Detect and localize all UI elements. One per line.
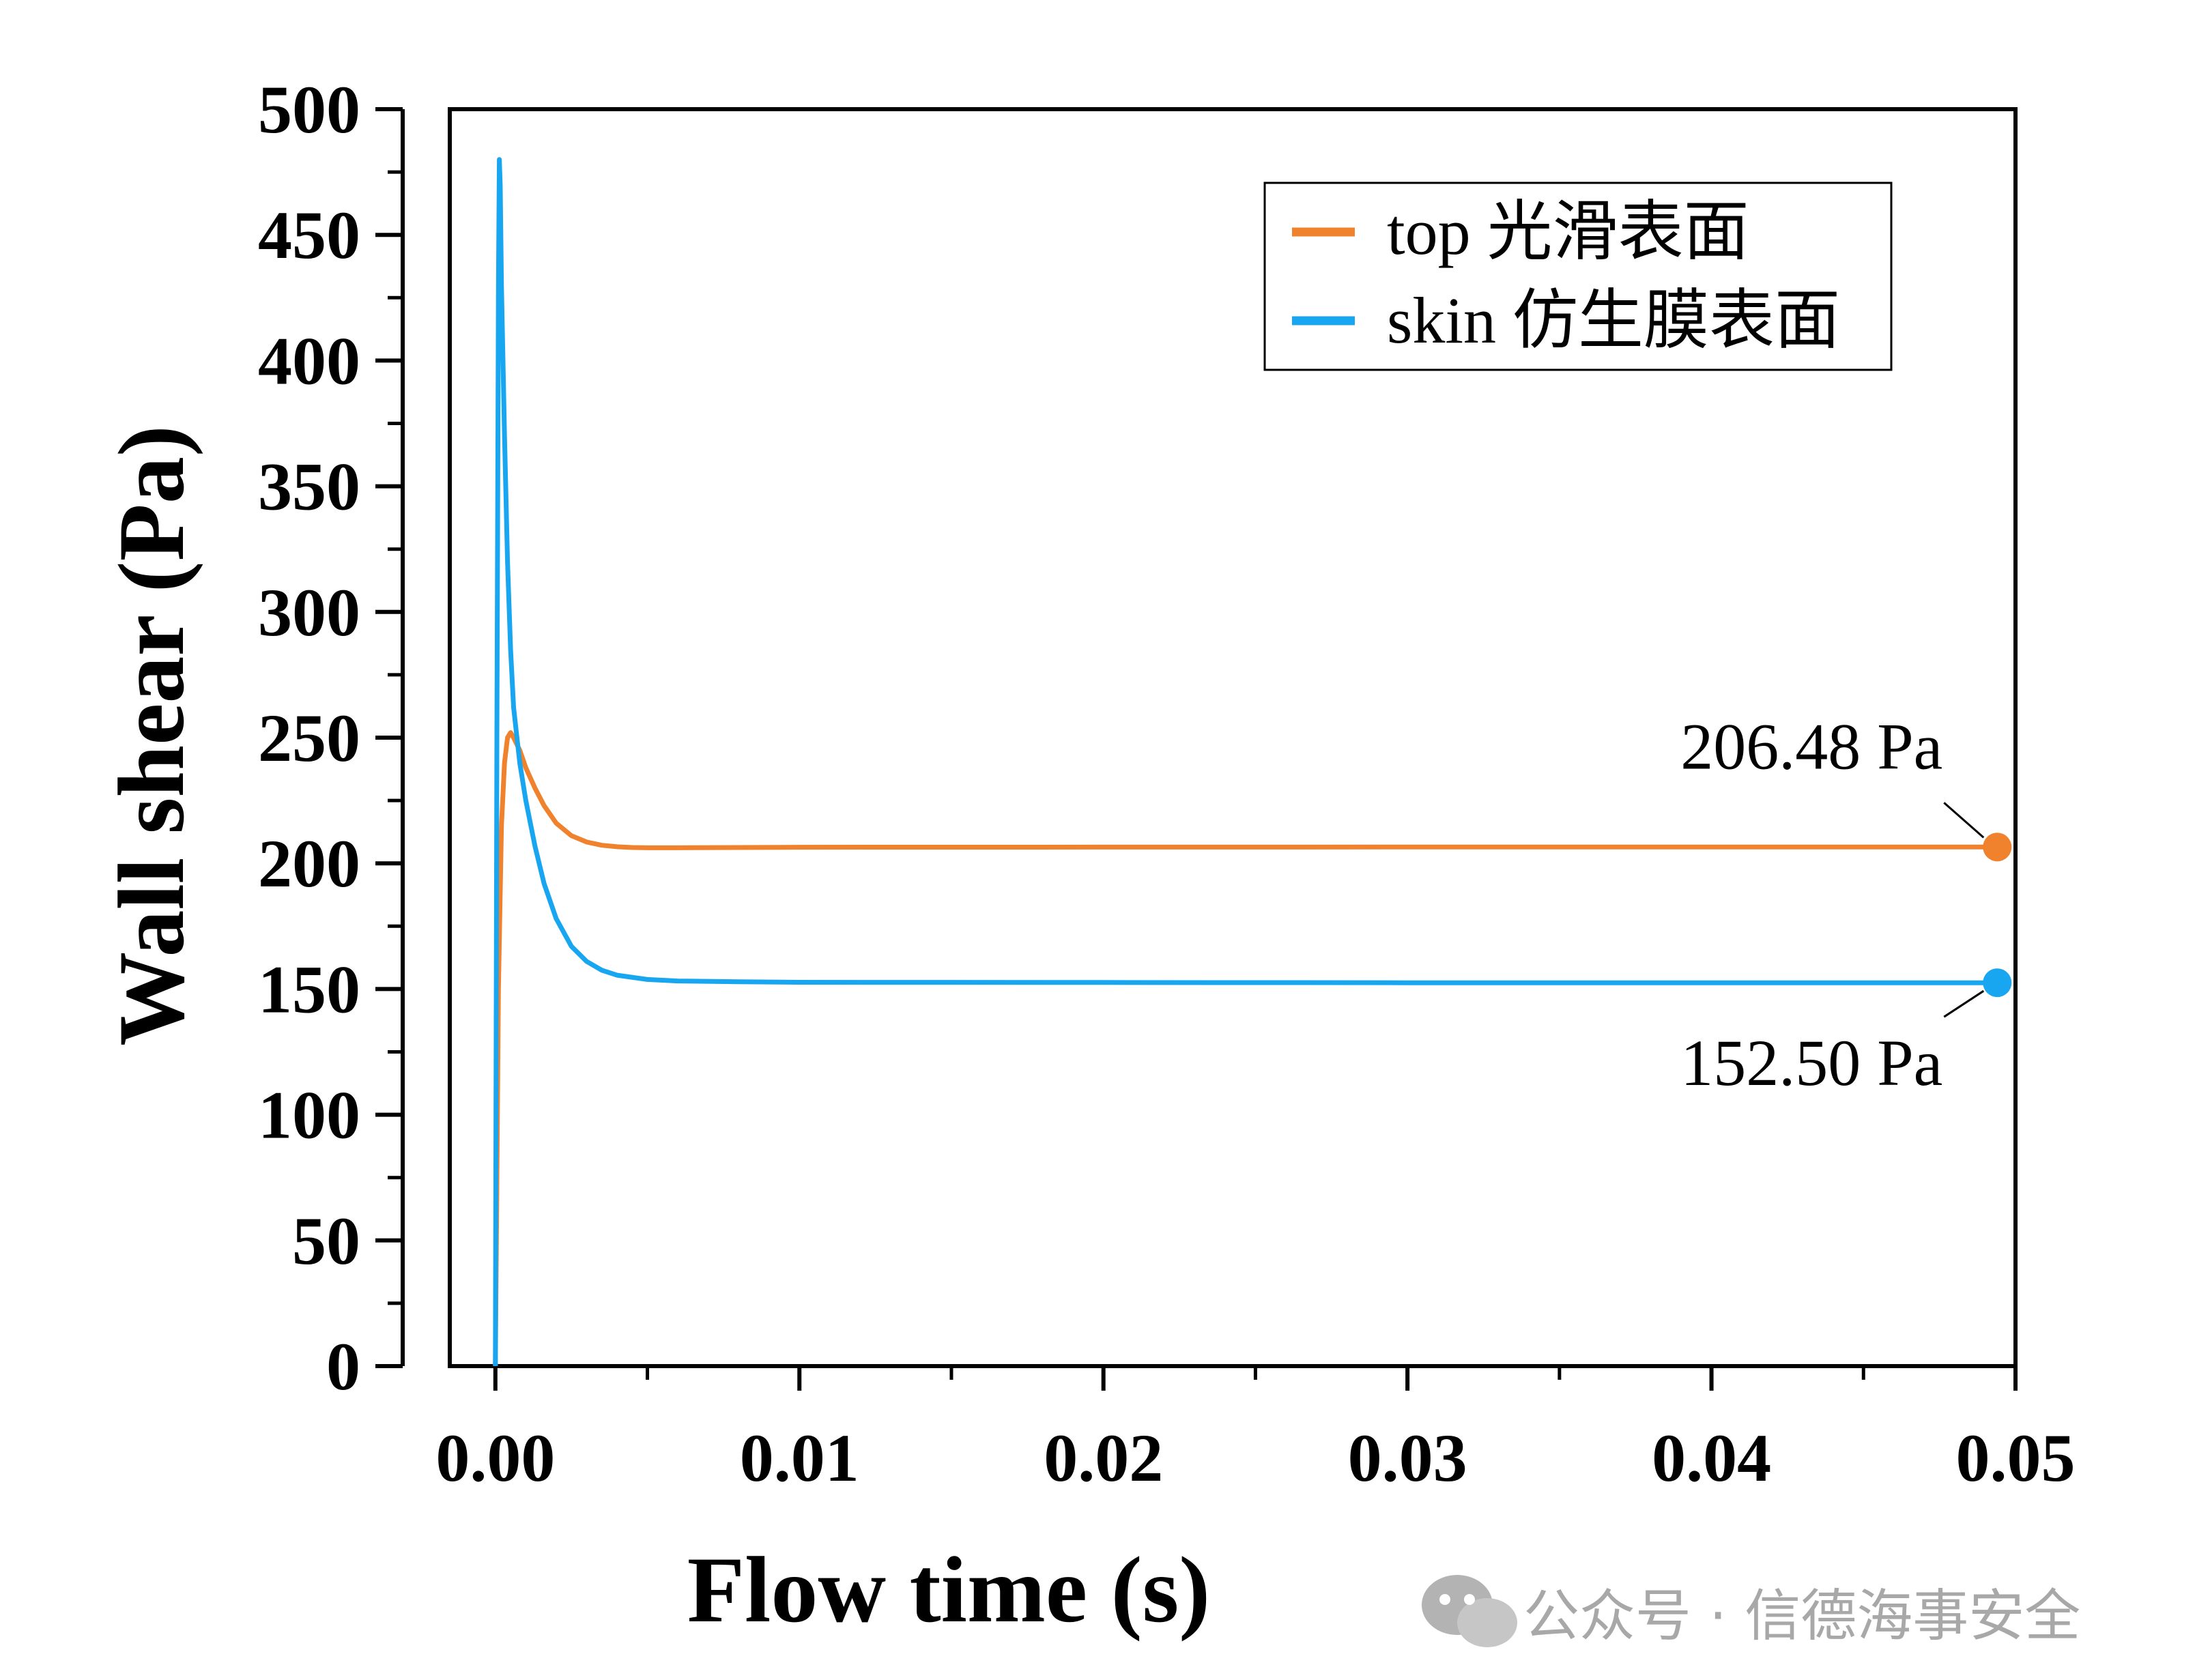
x-tick-label: 0.04 [1652, 1420, 1771, 1496]
y-tick-label: 0 [326, 1329, 360, 1404]
x-axis: 0.00 0.01 0.02 0.03 0.04 0.05 [435, 1364, 2076, 1496]
y-tick-label: 450 [258, 197, 360, 273]
y-tick-label: 500 [258, 72, 360, 147]
watermark: 公众号 · 信德海事安全 [1422, 1575, 2080, 1649]
x-tick-label: 0.00 [435, 1420, 555, 1496]
annotation-leader-skin [1943, 989, 1985, 1018]
wechat-icon [1422, 1575, 1517, 1647]
y-tick-label: 50 [292, 1203, 360, 1279]
y-tick-label: 100 [258, 1077, 360, 1153]
annotation-leader-top [1943, 802, 1985, 839]
x-tick-label: 0.05 [1956, 1420, 2076, 1496]
x-tick-label: 0.01 [740, 1420, 859, 1496]
y-axis: 0 50 100 150 200 250 300 350 400 450 500 [258, 72, 405, 1404]
series-end-marker-top [1983, 832, 2012, 862]
annotation-top: 206.48 Pa [1680, 710, 1942, 783]
y-tick-label: 250 [258, 700, 360, 776]
y-tick-label: 200 [258, 826, 360, 901]
series-line-skin [493, 157, 1998, 1367]
x-axis-title: Flow time (s) [687, 1537, 1210, 1642]
series-end-marker-skin [1983, 968, 2012, 998]
y-tick-label: 300 [258, 575, 360, 650]
series-layer [493, 157, 2012, 1367]
annotation-skin: 152.50 Pa [1680, 1026, 1942, 1099]
y-axis-title: Wall shear (Pa) [99, 425, 203, 1046]
y-tick-label: 400 [258, 323, 360, 399]
series-line-top [493, 730, 1998, 1367]
watermark-text: 公众号 · 信德海事安全 [1523, 1584, 2080, 1649]
legend-label-top: top 光滑表面 [1387, 195, 1749, 268]
legend: top 光滑表面 skin 仿生膜表面 [1263, 182, 1893, 371]
y-tick-label: 350 [258, 449, 360, 525]
x-tick-label: 0.03 [1348, 1420, 1467, 1496]
legend-box [1263, 182, 1893, 371]
legend-label-skin: skin 仿生膜表面 [1387, 284, 1840, 357]
x-tick-label: 0.02 [1044, 1420, 1163, 1496]
y-tick-label: 150 [258, 951, 360, 1027]
annotations: 206.48 Pa 152.50 Pa [1680, 710, 1985, 1099]
